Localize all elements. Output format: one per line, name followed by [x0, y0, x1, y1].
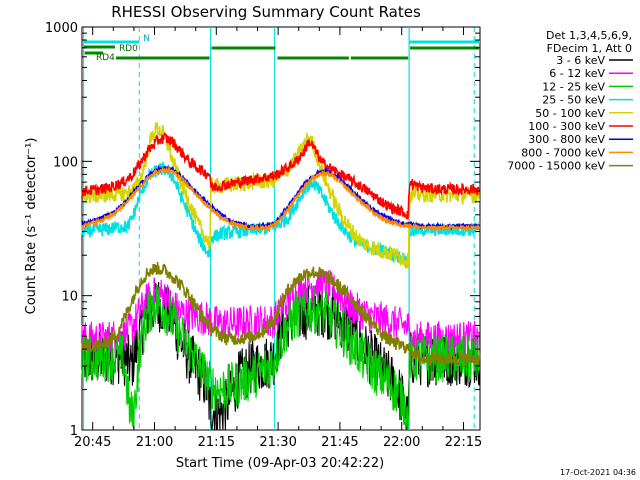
flag-n-label: N — [143, 34, 150, 44]
legend-label-2: 12 - 25 keV — [542, 80, 605, 93]
series-line-2 — [81, 283, 480, 431]
x-tick-label-6: 22:15 — [445, 435, 482, 450]
x-axis: 20:45 21:00 21:15 21:30 21:45 22:00 22:15 — [74, 27, 482, 450]
legend-label-7: 800 - 7000 keV — [521, 146, 605, 159]
y-tick-label-0: 1 — [70, 424, 78, 439]
plot-area: N RD0 RD4 — [81, 26, 481, 431]
legend: Det 1,3,4,5,6,9,FDecim 1, Att 03 - 6 keV… — [507, 29, 633, 173]
x-tick-label-2: 21:15 — [198, 435, 235, 450]
y-tick-label-1: 10 — [61, 290, 78, 305]
x-tick-label-4: 21:45 — [321, 435, 358, 450]
series-line-8 — [81, 261, 481, 367]
series-line-4 — [81, 122, 481, 269]
x-tick-label-5: 22:00 — [383, 435, 420, 450]
y-axis-label: Count Rate (s⁻¹ detector⁻¹) — [24, 138, 39, 315]
x-tick-label-0: 20:45 — [74, 435, 111, 450]
legend-label-3: 25 - 50 keV — [542, 94, 605, 107]
legend-label-6: 300 - 800 keV — [528, 133, 605, 146]
legend-label-1: 6 - 12 keV — [549, 67, 605, 80]
rd4-label: RD4 — [96, 53, 115, 63]
chart-title: RHESSI Observing Summary Count Rates — [111, 3, 421, 21]
series-layer — [81, 122, 481, 431]
legend-title-line-1: FDecim 1, Att 0 — [547, 42, 632, 55]
y-tick-label-2: 100 — [53, 155, 78, 170]
series-line-7 — [81, 165, 481, 232]
legend-label-4: 50 - 100 keV — [535, 107, 605, 120]
legend-label-5: 100 - 300 keV — [528, 120, 605, 133]
legend-label-8: 7000 - 15000 keV — [507, 160, 605, 173]
legend-label-0: 3 - 6 keV — [556, 54, 605, 67]
series-line-5 — [81, 131, 481, 220]
flags-layer: N RD0 RD4 — [83, 34, 480, 63]
y-axis: 1 10 100 1000 — [45, 21, 480, 439]
series-line-1 — [81, 266, 481, 358]
x-tick-label-3: 21:30 — [259, 435, 296, 450]
x-axis-label: Start Time (09-Apr-03 20:42:22) — [176, 456, 384, 471]
flag-rd0-label: RD0 — [119, 44, 138, 54]
footer-timestamp: 17-Oct-2021 04:36 — [560, 468, 636, 477]
y-tick-label-3: 1000 — [45, 21, 78, 36]
legend-title-line-0: Det 1,3,4,5,6,9, — [546, 29, 632, 42]
x-tick-label-1: 21:00 — [136, 435, 173, 450]
